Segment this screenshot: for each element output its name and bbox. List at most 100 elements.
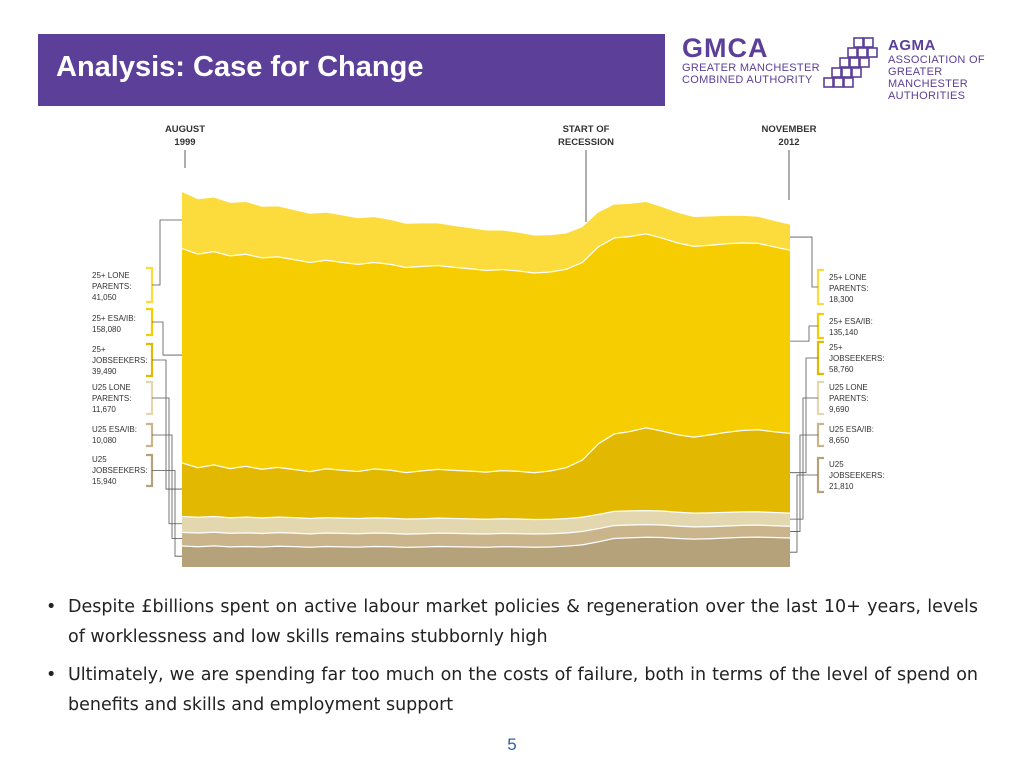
right-label-u25-jobseekers: U25 JOBSEEKERS: 21,810 xyxy=(829,460,885,491)
left-leader xyxy=(152,434,182,539)
bullet-item: • Despite £billions spent on active labo… xyxy=(46,592,978,652)
right-label-esa-ib-25plus: 25+ ESA/IB: 135,140 xyxy=(829,317,873,337)
left-label-esa-ib-25plus-value: 158,080 xyxy=(92,325,121,334)
right-label-u25-esa-ib: U25 ESA/IB: 8,650 xyxy=(829,425,874,445)
left-label-lone-parents-25plus-line1: 25+ LONE xyxy=(92,271,130,280)
right-label-lone-parents-25plus-value: 18,300 xyxy=(829,295,854,304)
area-esa_ib_25plus xyxy=(182,233,790,473)
right-leader xyxy=(790,236,818,288)
right-label-lone-parents-25plus-line2: PARENTS: xyxy=(829,284,868,293)
left-label-jobseekers-25plus-line1: 25+ xyxy=(92,345,106,354)
worklessness-stacked-area-chart: AUGUST 1999 START OF RECESSION NOVEMBER … xyxy=(92,124,885,567)
agma-logo-line2: GREATER MANCHESTER xyxy=(888,66,969,90)
gmca-logo-line1: GREATER MANCHESTER xyxy=(682,62,820,74)
right-label-u25-esa-ib-line1: U25 ESA/IB: xyxy=(829,425,874,434)
area-lone_parents_25plus xyxy=(182,192,790,273)
chart-leader-lines xyxy=(146,219,824,557)
left-label-u25-lone-parents-value: 11,670 xyxy=(92,405,116,414)
left-label-u25-jobseekers-line2: JOBSEEKERS: xyxy=(92,466,148,475)
right-leader xyxy=(790,434,818,532)
page-number: 5 xyxy=(507,735,517,754)
annotation-start-line1: AUGUST xyxy=(165,124,205,135)
left-label-jobseekers-25plus-value: 39,490 xyxy=(92,367,117,376)
right-label-jobseekers-25plus-value: 58,760 xyxy=(829,365,854,374)
left-leader xyxy=(152,219,182,286)
left-leader xyxy=(152,397,182,525)
right-leader xyxy=(790,397,818,520)
gmca-logo-line2: COMBINED AUTHORITY xyxy=(682,74,813,86)
left-leader xyxy=(152,470,182,557)
left-label-u25-esa-ib: U25 ESA/IB: 10,080 xyxy=(92,425,137,445)
right-bracket xyxy=(816,268,824,306)
agma-logo-line3: AUTHORITIES xyxy=(888,90,966,102)
bullet-item: • Ultimately, we are spending far too mu… xyxy=(46,660,978,720)
left-bracket xyxy=(146,380,154,416)
agma-logo: AGMA ASSOCIATION OF GREATER MANCHESTER A… xyxy=(888,37,1024,103)
right-label-jobseekers-25plus-line1: 25+ xyxy=(829,343,843,352)
left-label-lone-parents-25plus-value: 41,050 xyxy=(92,293,117,302)
right-label-esa-ib-25plus-value: 135,140 xyxy=(829,328,858,337)
right-leader xyxy=(790,474,818,553)
left-leader xyxy=(152,359,182,490)
area-jobseekers_25plus xyxy=(182,427,790,519)
right-leader xyxy=(790,357,818,474)
annotation-end-line2: 2012 xyxy=(778,137,799,148)
left-label-lone-parents-25plus: 25+ LONE PARENTS: 41,050 xyxy=(92,271,131,302)
slide-title: Analysis: Case for Change xyxy=(56,51,424,83)
right-bracket xyxy=(816,422,824,448)
bullet-list: • Despite £billions spent on active labo… xyxy=(46,592,978,728)
annotation-end-line1: NOVEMBER xyxy=(762,124,817,135)
left-label-u25-esa-ib-line1: U25 ESA/IB: xyxy=(92,425,137,434)
right-label-u25-jobseekers-line1: U25 xyxy=(829,460,844,469)
left-label-jobseekers-25plus: 25+ JOBSEEKERS: 39,490 xyxy=(92,345,148,376)
right-label-u25-esa-ib-value: 8,650 xyxy=(829,436,850,445)
left-label-u25-jobseekers: U25 JOBSEEKERS: 15,940 xyxy=(92,455,148,486)
annotation-start-line2: 1999 xyxy=(174,137,195,148)
bullet-text: Ultimately, we are spending far too much… xyxy=(68,665,978,715)
left-bracket xyxy=(146,266,154,304)
left-label-lone-parents-25plus-line2: PARENTS: xyxy=(92,282,131,291)
right-label-u25-lone-parents-line1: U25 LONE xyxy=(829,383,868,392)
area-u25_jobseekers xyxy=(182,536,790,567)
right-label-u25-jobseekers-line2: JOBSEEKERS: xyxy=(829,471,885,480)
left-bracket xyxy=(146,422,154,448)
left-bracket xyxy=(146,307,154,337)
left-label-jobseekers-25plus-line2: JOBSEEKERS: xyxy=(92,356,148,365)
left-label-u25-jobseekers-line1: U25 xyxy=(92,455,107,464)
right-label-u25-lone-parents-value: 9,690 xyxy=(829,405,850,414)
right-label-u25-jobseekers-value: 21,810 xyxy=(829,482,854,491)
bullet-dot-icon: • xyxy=(46,597,57,617)
right-label-jobseekers-25plus-line2: JOBSEEKERS: xyxy=(829,354,885,363)
agma-logo-name: AGMA xyxy=(888,37,936,54)
gmca-logo-name: GMCA xyxy=(682,33,769,63)
annotation-recession-line2: RECESSION xyxy=(558,137,614,148)
right-label-esa-ib-25plus-line1: 25+ ESA/IB: xyxy=(829,317,873,326)
left-label-esa-ib-25plus-line1: 25+ ESA/IB: xyxy=(92,314,136,323)
bullet-dot-icon: • xyxy=(46,665,57,685)
right-label-lone-parents-25plus-line1: 25+ LONE xyxy=(829,273,867,282)
chart-areas xyxy=(181,192,791,567)
left-leader xyxy=(152,321,182,356)
right-bracket xyxy=(816,380,824,416)
area-u25_esa_ib xyxy=(182,523,790,547)
right-label-jobseekers-25plus: 25+ JOBSEEKERS: 58,760 xyxy=(829,343,885,374)
right-label-lone-parents-25plus: 25+ LONE PARENTS: 18,300 xyxy=(829,273,868,304)
agma-logo-line1: ASSOCIATION OF xyxy=(888,54,985,66)
right-bracket xyxy=(816,312,824,340)
left-label-u25-jobseekers-value: 15,940 xyxy=(92,477,117,486)
right-label-u25-lone-parents: U25 LONE PARENTS: 9,690 xyxy=(829,383,868,414)
bullet-text: Despite £billions spent on active labour… xyxy=(68,597,978,647)
agma-cubes-icon xyxy=(823,37,878,88)
left-label-u25-lone-parents-line2: PARENTS: xyxy=(92,394,131,403)
gmca-logo: GMCA GREATER MANCHESTER COMBINED AUTHORI… xyxy=(682,34,820,86)
right-bracket xyxy=(816,340,824,376)
right-leader xyxy=(790,325,818,342)
left-label-esa-ib-25plus: 25+ ESA/IB: 158,080 xyxy=(92,314,136,334)
area-u25_lone_parents xyxy=(182,509,790,534)
left-label-u25-lone-parents-line1: U25 LONE xyxy=(92,383,131,392)
right-label-u25-lone-parents-line2: PARENTS: xyxy=(829,394,868,403)
right-bracket xyxy=(816,456,824,494)
title-bar: Analysis: Case for Change xyxy=(38,34,665,106)
left-label-u25-esa-ib-value: 10,080 xyxy=(92,436,117,445)
left-label-u25-lone-parents: U25 LONE PARENTS: 11,670 xyxy=(92,383,131,414)
